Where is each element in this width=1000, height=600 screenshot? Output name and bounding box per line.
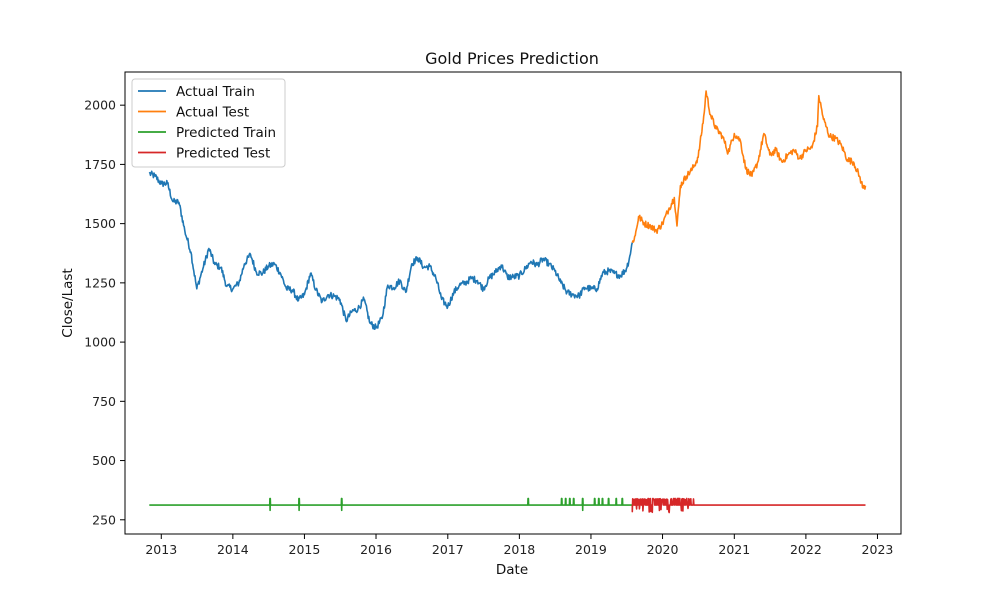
chart-title: Gold Prices Prediction — [425, 49, 599, 68]
x-tick-label: 2013 — [145, 542, 177, 557]
series-layer — [148, 90, 867, 514]
y-tick-label: 250 — [92, 512, 116, 527]
y-axis: 250 500 750 1000 1250 1500 1750 2000 — [84, 98, 125, 527]
x-axis: 2013 2014 2015 2016 2017 2018 2019 2020 2021 2022… — [145, 534, 893, 557]
y-axis-label: Close/Last — [60, 268, 76, 337]
series-line-actual-test — [631, 90, 867, 243]
legend-label-actual-train: Actual Train — [176, 84, 255, 100]
y-tick-label: 750 — [92, 394, 116, 409]
y-tick-label: 500 — [92, 453, 116, 468]
x-tick-label: 2017 — [432, 542, 464, 557]
legend: Actual Train Actual Test Predicted Train Pr… — [131, 78, 286, 168]
y-tick-label: 1250 — [84, 275, 116, 290]
legend-label-actual-test: Actual Test — [176, 105, 249, 121]
x-tick-label: 2021 — [718, 542, 750, 557]
y-tick-label: 1750 — [84, 157, 116, 172]
x-tick-label: 2016 — [360, 542, 392, 557]
series-line-predicted-train — [149, 497, 633, 512]
x-tick-label: 2022 — [790, 542, 822, 557]
x-axis-label: Date — [496, 562, 528, 578]
x-tick-label: 2015 — [289, 542, 321, 557]
x-tick-label: 2018 — [503, 542, 535, 557]
series-line-actual-train — [148, 170, 634, 330]
series-line-predicted-test — [631, 497, 866, 514]
plot-area-frame — [124, 71, 902, 535]
legend-label-predicted-test: Predicted Test — [176, 146, 270, 162]
x-tick-label: 2020 — [647, 542, 679, 557]
x-tick-label: 2019 — [575, 542, 607, 557]
y-tick-label: 2000 — [84, 98, 116, 113]
legend-box — [131, 78, 286, 168]
legend-label-predicted-train: Predicted Train — [176, 125, 276, 141]
y-tick-label: 1000 — [84, 335, 116, 350]
y-tick-label: 1500 — [84, 216, 116, 231]
x-tick-label: 2014 — [217, 542, 249, 557]
x-tick-label: 2023 — [862, 542, 894, 557]
